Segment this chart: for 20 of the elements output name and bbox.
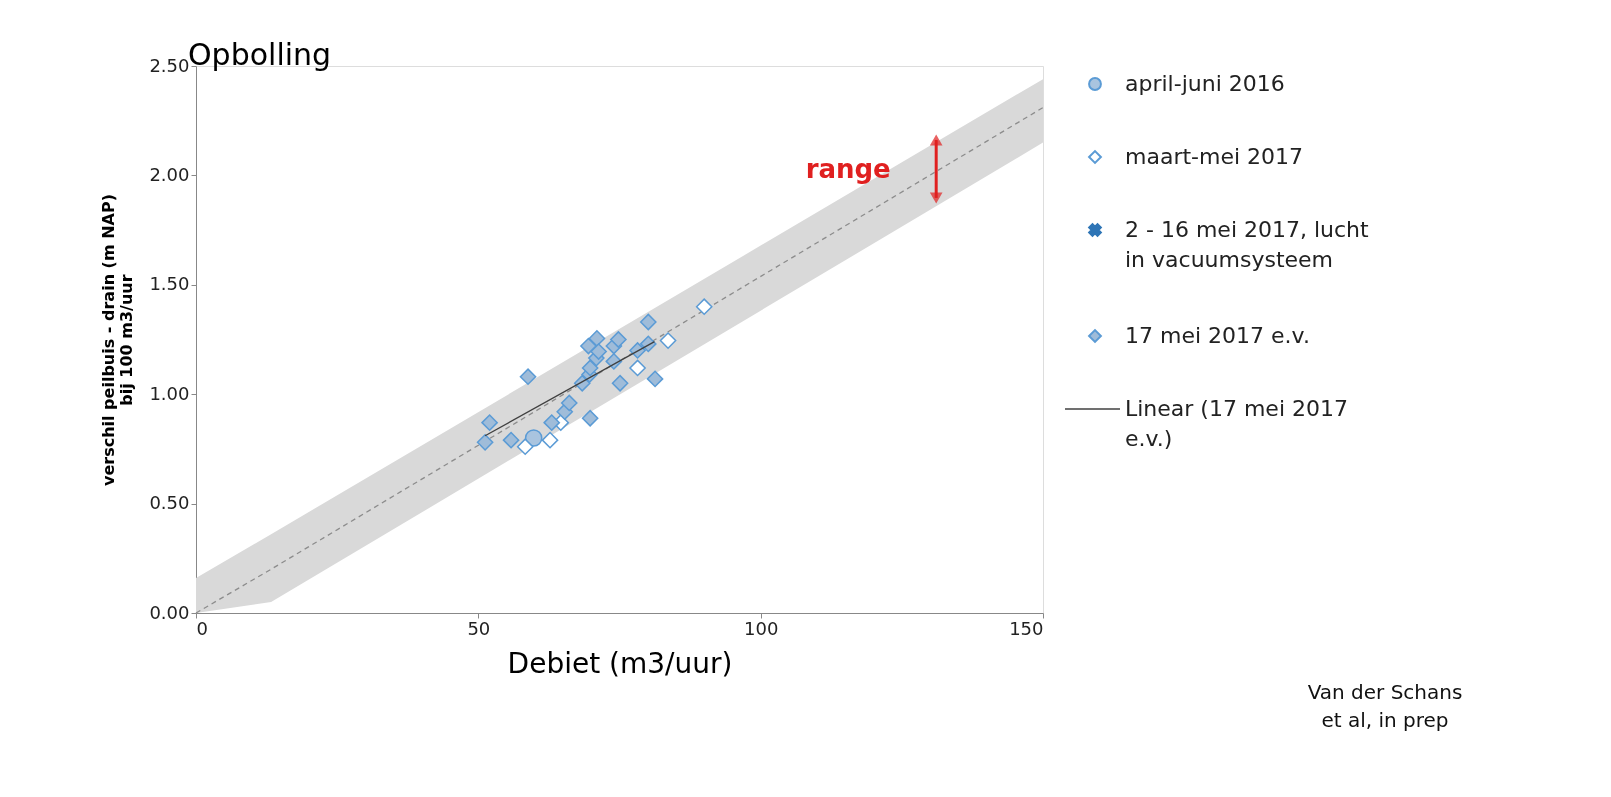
y-axis-title: verschil peilbuis - drain (m NAP) bij 100 m3/uur: [99, 194, 137, 486]
y-tick-label: 0.50: [149, 492, 190, 514]
annotation: range: [805, 153, 891, 184]
legend-label: 17 mei 2017 e.v.: [1125, 323, 1310, 348]
x-tick-label: 100: [743, 617, 779, 639]
y-tick-label: 0.00: [149, 601, 190, 623]
x-tick-label: 50: [467, 617, 491, 639]
y-tick-label: 1.00: [149, 382, 190, 404]
y-tick-label: 2.50: [149, 54, 190, 76]
legend-label: Linear (17 mei 2017 e.v.): [1125, 396, 1348, 451]
x-axis-title: Debiet (m3/uur): [507, 646, 733, 680]
legend-label: 2 - 16 mei 2017, lucht in vacuumsysteem: [1125, 217, 1370, 272]
text: Van der Schans et al, in prep: [1307, 680, 1463, 732]
legend-label: april-juni 2016: [1125, 71, 1285, 96]
legend-label: maart-mei 2017: [1125, 144, 1304, 169]
y-tick-label: 2.00: [149, 163, 190, 185]
y-tick-label: 1.50: [149, 273, 190, 295]
x-tick-label: 150: [1009, 617, 1044, 639]
x-tick-label: 0: [196, 617, 208, 639]
chart-title: Opbolling: [188, 37, 332, 72]
